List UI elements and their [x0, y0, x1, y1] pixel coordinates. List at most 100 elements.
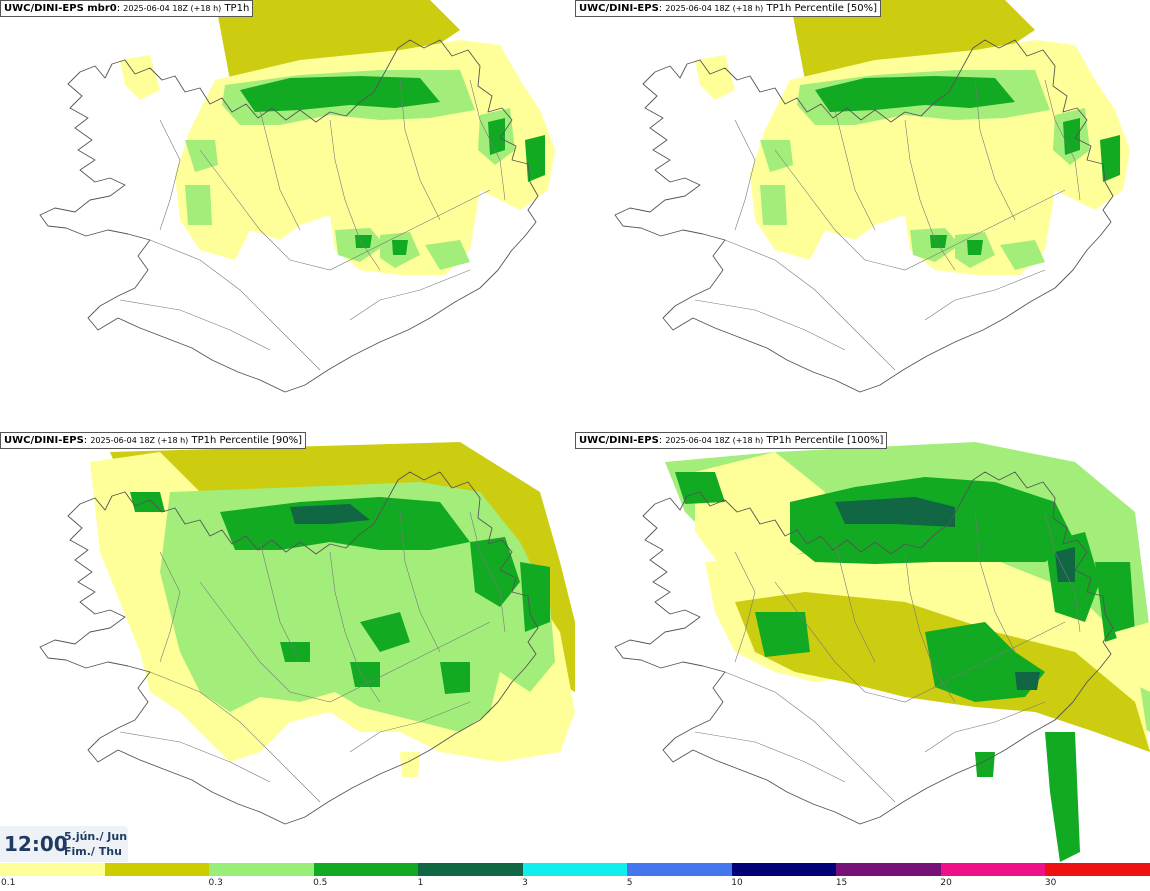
- legend-tick-label: 30: [1044, 878, 1057, 888]
- road-line: [159, 119, 181, 231]
- road-line: [399, 79, 441, 221]
- legend-swatch: [209, 863, 315, 876]
- road-line: [694, 299, 846, 351]
- road-line: [349, 269, 471, 321]
- road-line: [469, 511, 506, 633]
- legend-tick-label: 3: [522, 878, 528, 888]
- coastline: [39, 471, 539, 825]
- legend-swatch: [627, 863, 733, 876]
- panel-field: TP1h Percentile [90%]: [191, 435, 303, 446]
- road-line: [159, 551, 181, 663]
- map-panel-p90: UWC/DINI-EPS: 2025-06-04 18Z (+18 h) TP1…: [0, 432, 575, 862]
- legend-tick-label: 20: [940, 878, 952, 888]
- road-line: [734, 119, 756, 231]
- map-panel-mbr0: UWC/DINI-EPS mbr0: 2025-06-04 18Z (+18 h…: [0, 0, 575, 430]
- road-line: [199, 581, 491, 703]
- precip-area-green: [470, 537, 520, 607]
- precip-area-pale-green: [1000, 240, 1045, 270]
- precip-area-mid: [790, 0, 1035, 80]
- legend-tick-label: 0.3: [208, 878, 223, 888]
- coastline: [39, 39, 539, 393]
- precip-area-green: [967, 240, 983, 255]
- precip-area-dark-green: [290, 504, 370, 524]
- precip-area-green: [130, 492, 165, 512]
- road-line: [149, 671, 321, 803]
- precip-area-green: [1095, 562, 1135, 642]
- road-line: [974, 511, 1016, 653]
- road-line: [924, 701, 1046, 753]
- precip-area-green: [930, 235, 947, 248]
- precip-area-green: [350, 662, 380, 687]
- panel-model: UWC/DINI-EPS: [579, 435, 659, 446]
- precip-area-pale-green: [185, 185, 212, 225]
- coastline: [614, 471, 1114, 825]
- road-line: [349, 701, 471, 753]
- road-line: [904, 119, 956, 271]
- road-line: [834, 541, 876, 663]
- road-line: [119, 299, 271, 351]
- valid-time-clock: 12:00: [4, 832, 68, 856]
- precip-area-dark-green: [1015, 672, 1040, 690]
- map-panel-p100: UWC/DINI-EPS: 2025-06-04 18Z (+18 h) TP1…: [575, 432, 1150, 862]
- precipitation-map: [614, 442, 1150, 862]
- road-line: [774, 581, 1066, 703]
- precip-area-pale-green: [185, 140, 218, 172]
- precip-area-green: [488, 118, 505, 155]
- precip-area-green: [240, 76, 440, 112]
- legend-tick-label: 5: [626, 878, 633, 888]
- legend-swatch: [940, 863, 1046, 876]
- valid-date-line2: Fim./ Thu: [64, 845, 122, 858]
- road-line: [199, 149, 491, 271]
- legend-tick-label: 10: [731, 878, 743, 888]
- panel-model: UWC/DINI-EPS mbr0: [4, 3, 117, 14]
- legend-swatch: [836, 863, 942, 876]
- precipitation-map: [614, 0, 1130, 393]
- precip-area-green: [360, 612, 410, 652]
- precip-area-mid: [215, 0, 460, 80]
- panel-run: 2025-06-04 18Z (+18 h): [665, 4, 764, 13]
- precip-area-pale-green: [760, 185, 787, 225]
- panel-run: 2025-06-04 18Z (+18 h): [90, 436, 189, 445]
- panel-title: UWC/DINI-EPS mbr0: 2025-06-04 18Z (+18 h…: [0, 0, 254, 17]
- precipitation-map: [39, 442, 575, 825]
- precip-area-green: [355, 235, 372, 248]
- road-line: [1044, 511, 1081, 633]
- panel-run: 2025-06-04 18Z (+18 h): [123, 4, 222, 13]
- legend-swatch: [418, 863, 524, 876]
- coastline: [614, 39, 1114, 393]
- precip-area-green: [520, 562, 550, 632]
- panel-title: UWC/DINI-EPS: 2025-06-04 18Z (+18 h) TP1…: [575, 432, 888, 449]
- panel-field: TP1h: [224, 3, 250, 14]
- legend-tick-label: 0.5: [313, 878, 328, 888]
- road-line: [974, 79, 1016, 221]
- precip-area-green: [220, 497, 470, 550]
- legend-tick-label: 15: [835, 878, 848, 888]
- precip-area-pale-green: [425, 240, 470, 270]
- road-line: [774, 149, 1066, 271]
- panel-model: UWC/DINI-EPS: [4, 435, 84, 446]
- panel-title: UWC/DINI-EPS: 2025-06-04 18Z (+18 h) TP1…: [575, 0, 882, 17]
- legend-swatch: [731, 863, 837, 876]
- valid-date-line1: 5.jún./ Jun: [64, 830, 128, 843]
- precip-area-green: [392, 240, 408, 255]
- valid-time-box: 12:00 5.jún./ Jun Fim./ Thu: [0, 826, 128, 862]
- road-line: [1044, 79, 1081, 201]
- road-line: [734, 551, 756, 663]
- precip-area-light: [1115, 622, 1150, 692]
- road-line: [834, 109, 876, 231]
- panel-run: 2025-06-04 18Z (+18 h): [665, 436, 764, 445]
- panel-model: UWC/DINI-EPS: [579, 3, 659, 14]
- road-line: [329, 119, 381, 271]
- road-line: [259, 541, 301, 663]
- precip-area-pale-green: [760, 140, 793, 172]
- precipitation-map: [39, 0, 555, 393]
- legend-tick-label: 0.1: [1, 878, 16, 888]
- precip-area-green: [1045, 732, 1080, 862]
- precip-area-dark-green: [835, 497, 955, 527]
- precip-area-green: [1063, 118, 1080, 155]
- road-line: [924, 269, 1046, 321]
- panel-field: TP1h Percentile [50%]: [766, 3, 878, 14]
- legend-tick-label: 1: [417, 878, 424, 888]
- road-line: [329, 551, 381, 703]
- road-line: [469, 79, 506, 201]
